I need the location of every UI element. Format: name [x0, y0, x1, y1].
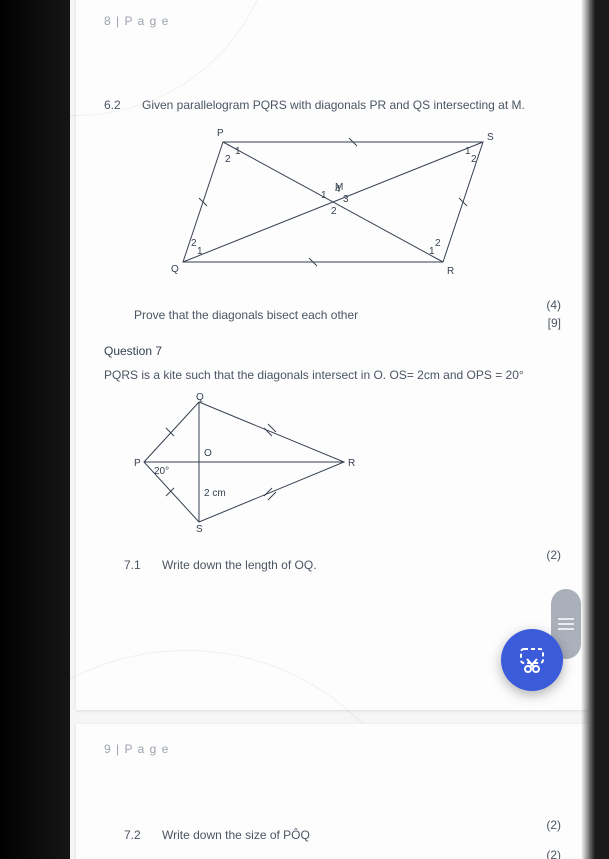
svg-text:4: 4: [335, 184, 341, 195]
screenshot-crop-button[interactable]: [501, 629, 563, 691]
svg-text:2: 2: [225, 154, 231, 165]
q7-3-row: 7.3 Write down the size of QPS (2): [104, 848, 561, 859]
page-9: 9 | P a g e 7.2 Write down the size of P…: [76, 724, 589, 859]
right-bezel-shadow: [581, 0, 595, 859]
q7-text: PQRS is a kite such that the diagonals i…: [104, 368, 561, 382]
kite-side: 2 cm: [204, 488, 226, 499]
q7-1-row: 7.1 Write down the length of OQ. (2): [104, 548, 561, 578]
q6-2-prove: Prove that the diagonals bisect each oth…: [134, 308, 536, 322]
page-8: 8 | P a g e 6.2 Given parallelogram PQRS…: [76, 0, 589, 710]
kite-diagram: P Q R S O 20° 2 cm: [124, 392, 561, 532]
svg-text:3: 3: [343, 194, 349, 205]
kite-O: O: [204, 448, 212, 459]
kite-angle: 20°: [154, 466, 169, 477]
q7-text-line: PQRS is a kite such that the diagonals i…: [104, 368, 561, 382]
q7-2-text: Write down the size of PÔQ: [162, 828, 536, 842]
q7-1-text: Write down the length of OQ.: [162, 558, 536, 572]
parallelogram-diagram: P S Q R M 1 2 1 2 1 2 1 2 1 2 3 4: [104, 122, 561, 282]
label-S: S: [487, 132, 494, 143]
label-P: P: [217, 128, 224, 139]
label-Q: Q: [171, 264, 179, 275]
q7-2-marks: (2): [546, 818, 561, 832]
phone-bezel: [0, 0, 70, 859]
svg-text:2: 2: [435, 238, 441, 249]
q6-2-prove-row: Prove that the diagonals bisect each oth…: [104, 298, 561, 330]
label-R: R: [447, 266, 454, 277]
kite-R: R: [348, 458, 355, 469]
q7-3-marks: (2): [546, 848, 561, 859]
page-8-header: 8 | P a g e: [104, 14, 561, 28]
kite-P: P: [134, 458, 141, 469]
kite-S: S: [196, 524, 203, 532]
q6-2-num: 6.2: [104, 98, 132, 112]
svg-text:1: 1: [235, 146, 241, 157]
q6-2-marks: (4): [546, 298, 561, 312]
q6-2-line: 6.2 Given parallelogram PQRS with diagon…: [104, 98, 561, 112]
scissors-crop-icon: [517, 645, 547, 675]
svg-text:2: 2: [471, 154, 477, 165]
q7-2-num: 7.2: [124, 828, 152, 842]
q7-2-row: 7.2 Write down the size of PÔQ (2): [104, 818, 561, 848]
kite-Q: Q: [196, 392, 204, 403]
q6-2-total: [9]: [548, 316, 561, 330]
q7-1-num: 7.1: [124, 558, 152, 572]
svg-text:1: 1: [321, 190, 327, 201]
page-9-header: 9 | P a g e: [104, 742, 561, 756]
q7-1-marks: (2): [546, 548, 561, 562]
svg-text:1: 1: [197, 246, 203, 257]
document-viewport[interactable]: 8 | P a g e 6.2 Given parallelogram PQRS…: [70, 0, 595, 859]
q6-2-text: Given parallelogram PQRS with diagonals …: [142, 98, 561, 112]
svg-text:2: 2: [191, 238, 197, 249]
q7-heading: Question 7: [104, 344, 561, 358]
svg-text:2: 2: [331, 206, 337, 217]
